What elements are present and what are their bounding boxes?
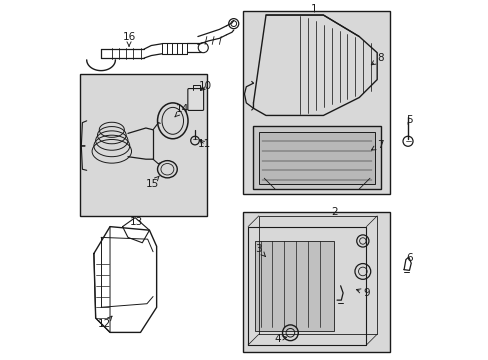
Text: 14: 14 — [175, 104, 189, 117]
Text: 6: 6 — [406, 253, 412, 263]
Text: 3: 3 — [254, 244, 265, 256]
Bar — [255, 241, 333, 330]
Bar — [242, 12, 389, 194]
Text: 11: 11 — [197, 139, 210, 149]
Text: 13: 13 — [129, 217, 142, 227]
Text: 10: 10 — [199, 81, 212, 91]
Text: 5: 5 — [406, 115, 412, 125]
Text: 9: 9 — [356, 288, 369, 298]
Text: 1: 1 — [310, 4, 317, 14]
Bar — [253, 126, 380, 189]
Text: 2: 2 — [330, 207, 337, 217]
Bar — [242, 212, 389, 352]
Bar — [258, 132, 375, 184]
Text: 4: 4 — [274, 333, 286, 343]
FancyBboxPatch shape — [187, 89, 203, 111]
Text: 16: 16 — [122, 32, 135, 46]
Text: 7: 7 — [371, 140, 383, 150]
Bar — [80, 74, 206, 216]
Text: 8: 8 — [370, 53, 383, 65]
Text: 12: 12 — [98, 316, 112, 329]
Text: 15: 15 — [145, 176, 159, 189]
